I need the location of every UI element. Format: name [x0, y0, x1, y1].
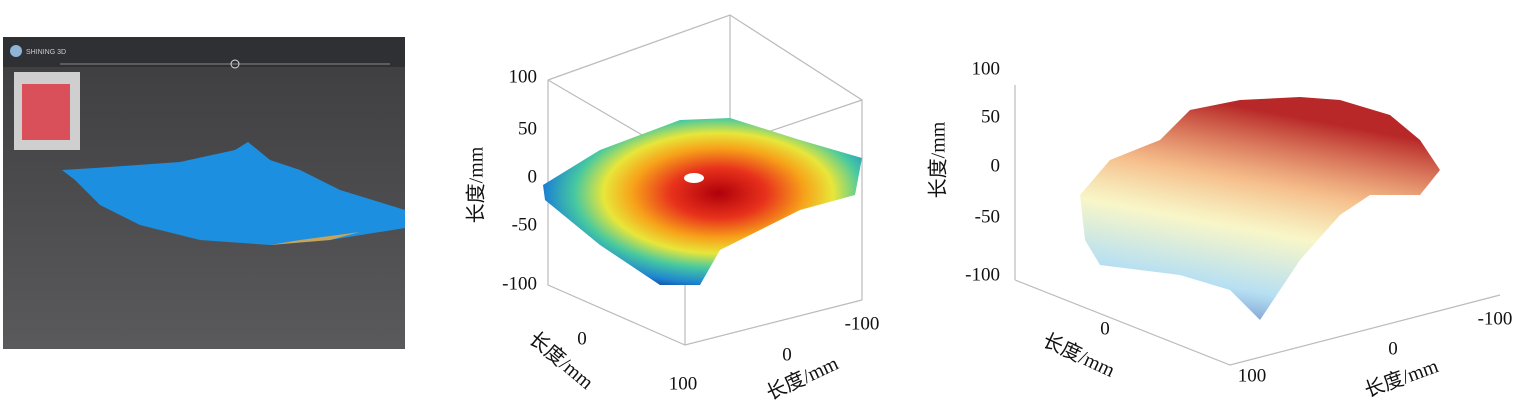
- y-tick-label: -100: [845, 313, 880, 334]
- z-tick-label: -50: [975, 206, 1000, 227]
- surface-plot: [1014, 85, 1501, 366]
- z-tick-label: 50: [518, 118, 537, 139]
- scan-underside: [270, 232, 360, 245]
- logo: [10, 45, 22, 57]
- y-axis-label: 长度/mm: [763, 351, 843, 404]
- x-tick-label: 0: [577, 328, 587, 349]
- scan-surface: [62, 142, 405, 245]
- x-tick-label: 100: [669, 373, 698, 394]
- x-axis-label: 长度/mm: [524, 327, 598, 394]
- x-tick-label: 0: [1100, 318, 1110, 339]
- surface-plot: [543, 14, 863, 346]
- z-tick-label: 50: [981, 106, 1000, 127]
- axis-line: [1014, 279, 1501, 366]
- labels: 100 50 0 -50 -100 长度/mm 0 100 长度/mm 0 -1…: [465, 58, 1513, 405]
- z-axis-label: 长度/mm: [927, 121, 950, 198]
- progress-dot: [230, 59, 240, 69]
- brand: SHINING 3D: [26, 49, 66, 56]
- z-axis-label: 长度/mm: [465, 146, 488, 223]
- y-tick-label: 0: [782, 344, 792, 365]
- z-tick-label: -100: [965, 264, 1000, 285]
- screenshot: SHINING 3D: [3, 37, 405, 349]
- z-tick-label: -100: [502, 273, 537, 294]
- surface: [543, 118, 862, 285]
- z-tick-label: 100: [972, 58, 1001, 79]
- z-tick-label: 0: [991, 155, 1001, 176]
- box-edge: [547, 14, 863, 300]
- x-tick-label: 100: [1238, 365, 1267, 386]
- y-axis-label: 长度/mm: [1361, 354, 1441, 402]
- z-tick-label: 100: [509, 66, 538, 87]
- y-tick-label: 0: [1388, 338, 1398, 359]
- z-tick-label: 0: [528, 166, 538, 187]
- surface-hole: [684, 173, 704, 183]
- surface: [1080, 97, 1440, 320]
- z-tick-label: -50: [512, 214, 537, 235]
- toolbar: [3, 37, 405, 67]
- thumbnail-sample: [22, 84, 70, 140]
- y-tick-label: -100: [1478, 308, 1513, 329]
